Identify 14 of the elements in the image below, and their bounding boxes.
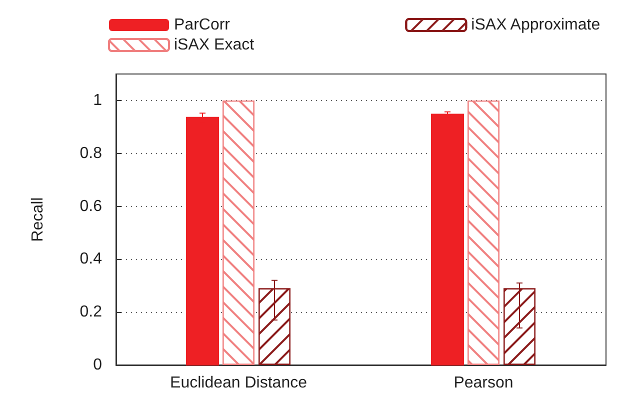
legend-label: iSAX Exact	[174, 36, 255, 54]
legend-label: iSAX Approximate	[471, 16, 600, 34]
x-tick-label: Pearson	[454, 374, 514, 392]
y-tick-label: 0	[93, 356, 102, 374]
y-tick-label: 0.8	[80, 144, 102, 162]
bar	[431, 114, 464, 366]
legend-label: ParCorr	[174, 16, 231, 34]
y-tick-label: 0.6	[80, 198, 102, 215]
x-tick-label: Euclidean Distance	[170, 374, 308, 392]
y-tick-label: 1	[93, 92, 102, 109]
bar	[186, 116, 219, 366]
y-axis-title: Recall	[30, 197, 46, 242]
y-tick-label: 0.4	[80, 250, 102, 268]
y-tick-label: 0.2	[80, 304, 102, 321]
